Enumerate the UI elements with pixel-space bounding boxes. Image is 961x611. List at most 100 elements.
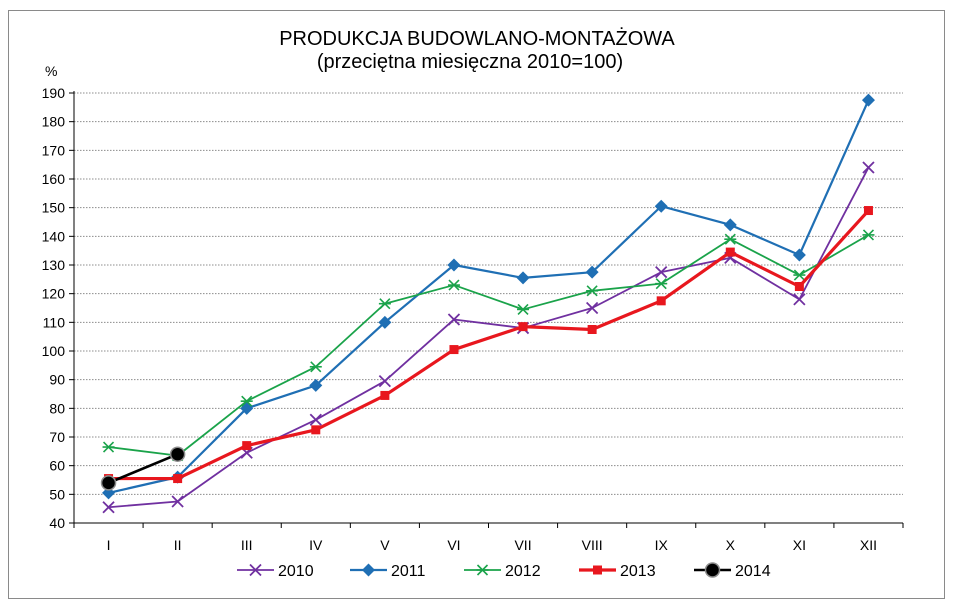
series-line [108, 234, 869, 457]
data-point [862, 161, 875, 174]
y-tick-label: 130 [42, 257, 66, 273]
chart-title: PRODUKCJA BUDOWLANO-MONTAŻOWA [279, 27, 675, 50]
x-tick-label: I [107, 537, 111, 553]
legend-label: 2013 [620, 563, 656, 580]
x-tick-label: VI [447, 537, 460, 553]
y-tick-label: 70 [49, 429, 65, 445]
data-point [447, 258, 461, 272]
data-point [704, 562, 721, 578]
y-axis-label: % [45, 63, 57, 79]
data-point [518, 322, 528, 332]
y-tick-label: 140 [42, 228, 66, 244]
x-tick-label: V [380, 537, 390, 553]
series-line [108, 167, 870, 509]
data-point [792, 248, 806, 262]
data-point [793, 293, 806, 306]
legend-item-2010: 2010 [237, 563, 314, 580]
legend-item-2012: 2012 [464, 563, 541, 580]
data-point-stroke [102, 501, 115, 514]
data-point-stroke [793, 293, 806, 306]
y-tick-label: 40 [49, 515, 65, 531]
data-point [516, 271, 530, 285]
data-point [586, 285, 599, 297]
data-point [861, 93, 875, 107]
x-tick-label: III [241, 537, 253, 553]
x-tick-label: X [726, 537, 736, 553]
x-tick-label: VII [514, 537, 531, 553]
data-point [725, 247, 735, 257]
legend-item-2011: 2011 [350, 563, 426, 580]
data-point [171, 495, 184, 508]
data-point [249, 563, 262, 577]
data-point [100, 475, 117, 491]
y-tick-label: 80 [49, 400, 65, 416]
legend-label: 2012 [505, 563, 541, 580]
series-2014 [100, 446, 186, 491]
y-tick-label: 90 [49, 372, 65, 388]
data-point [311, 425, 321, 435]
data-point [655, 278, 668, 290]
x-tick-label: XII [860, 537, 877, 553]
data-point [863, 206, 873, 216]
data-point [654, 199, 668, 213]
data-point [585, 301, 599, 315]
y-tick-label: 110 [43, 314, 66, 330]
data-point-stroke [655, 266, 668, 279]
data-point [794, 282, 804, 291]
y-tick-label: 50 [49, 486, 65, 502]
data-point [362, 563, 375, 577]
data-point [102, 441, 115, 453]
data-point-stroke [171, 495, 184, 508]
y-tick-label: 170 [42, 142, 66, 158]
data-point [309, 361, 322, 373]
data-point [240, 395, 253, 407]
series-line [108, 209, 870, 481]
data-point-stroke [585, 301, 599, 315]
data-point-stroke [378, 374, 392, 388]
x-tick-label: IV [309, 537, 323, 553]
data-point-stroke [309, 413, 322, 426]
legend-item-2014: 2014 [694, 562, 771, 580]
data-point [378, 298, 391, 310]
series-2012 [102, 229, 875, 462]
data-point [378, 374, 392, 388]
y-tick-label: 190 [42, 85, 66, 101]
data-point [447, 279, 460, 291]
data-point [724, 233, 737, 245]
y-tick-label: 100 [42, 343, 66, 359]
legend-label: 2010 [278, 563, 314, 580]
series-2013 [104, 206, 873, 484]
grid [74, 92, 903, 495]
data-point [585, 265, 599, 279]
x-tick-label: VIII [582, 537, 603, 553]
series-2010 [102, 161, 875, 514]
x-tick-label: IX [655, 537, 669, 553]
data-point [793, 269, 806, 281]
y-tick-label: 150 [42, 200, 66, 216]
data-point-stroke [249, 563, 262, 577]
data-point [723, 218, 737, 232]
data-point [169, 446, 186, 462]
data-point [656, 296, 666, 306]
data-point [655, 266, 668, 279]
data-point-stroke [447, 313, 461, 326]
data-point [309, 413, 322, 426]
legend: 2010 2011 2012 2013 2014 [237, 562, 771, 580]
data-point [476, 564, 489, 576]
chart-subtitle: (przeciętna miesięczna 2010=100) [317, 51, 623, 73]
x-tick-label: II [174, 537, 182, 553]
series-line [108, 452, 179, 485]
data-point [378, 315, 392, 329]
data-point [447, 313, 461, 326]
legend-item-2013: 2013 [579, 563, 656, 580]
series-layer [100, 93, 875, 514]
data-point-stroke [862, 161, 875, 174]
data-point [380, 390, 390, 400]
chart-frame [8, 10, 945, 599]
data-point [862, 229, 875, 241]
data-point [449, 345, 459, 355]
y-tick-label: 180 [42, 114, 66, 130]
y-tick-label: 160 [42, 171, 66, 187]
data-point [102, 501, 115, 514]
